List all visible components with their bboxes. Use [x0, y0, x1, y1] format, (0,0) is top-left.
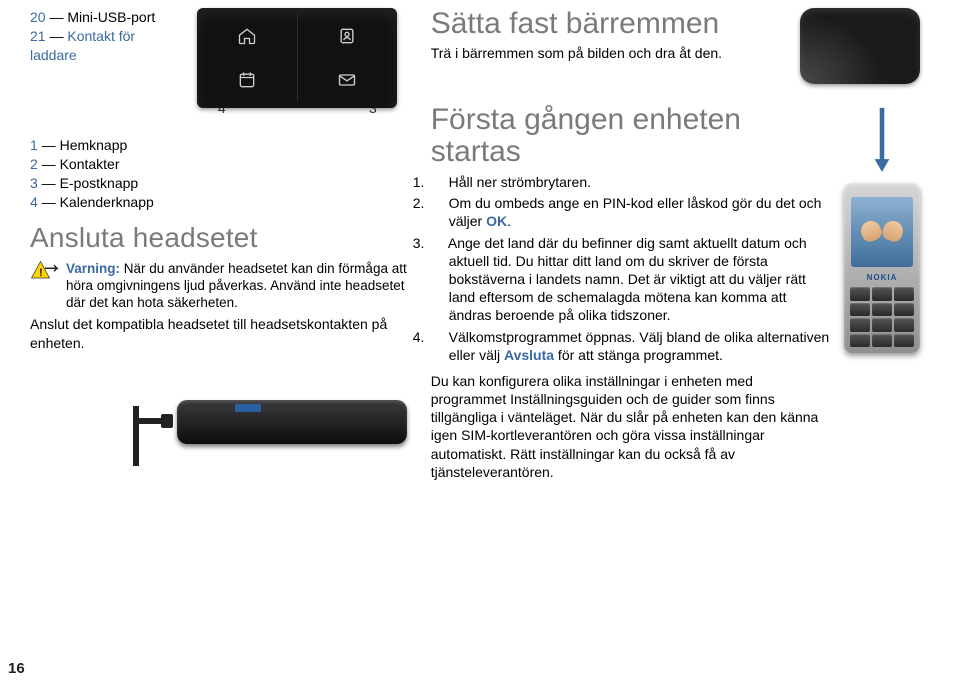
step-3: 3. Ange det land där du befinner dig sam…	[431, 234, 830, 325]
port-label-21: Kontakt för laddare	[30, 28, 135, 63]
device-corner-illustration	[800, 8, 920, 84]
config-paragraph: Du kan konfigurera olika inställningar i…	[431, 372, 830, 481]
key-label-3: E-postknapp	[60, 175, 139, 191]
step-2: 2. Om du ombeds ange en PIN-kod eller lå…	[431, 194, 830, 230]
home-icon	[233, 22, 261, 50]
key-num-3: 3	[30, 175, 38, 191]
contacts-icon	[333, 22, 361, 50]
page-number: 16	[8, 660, 25, 677]
nokia-brand: NOKIA	[844, 273, 920, 282]
right-column: Sätta fast bärremmen Trä i bärremmen som…	[431, 8, 920, 481]
avsluta-link: Avsluta	[504, 347, 554, 363]
start-heading: Första gången enheten startas	[431, 104, 830, 167]
calendar-icon	[233, 66, 261, 94]
keypad-illustration: 1 2 3 4	[188, 8, 407, 118]
ok-link: OK	[486, 213, 507, 229]
port-num-21: 21	[30, 28, 46, 44]
warning-label: Varning:	[66, 261, 120, 276]
step-1: 1. Håll ner strömbrytaren.	[431, 173, 830, 191]
key-list: 1 — Hemknapp 2 — Kontakter 3 — E-postkna…	[30, 136, 407, 212]
phone-side-illustration	[127, 378, 407, 468]
nokia-phone-illustration: NOKIA	[844, 183, 920, 353]
port-num-20: 20	[30, 9, 46, 25]
strap-text: Trä i bärremmen som på bilden och dra åt…	[431, 44, 788, 62]
left-column: 20 — Mini-USB-port 21 — Kontakt för ladd…	[30, 8, 407, 481]
mail-icon	[333, 66, 361, 94]
step-4: 4. Välkomstprogrammet öppnas. Välj bland…	[431, 328, 830, 364]
key-label-2: Kontakter	[60, 156, 120, 172]
steps-list: 1. Håll ner strömbrytaren. 2. Om du ombe…	[431, 173, 830, 364]
strap-heading: Sätta fast bärremmen	[431, 8, 788, 40]
key-num-1: 1	[30, 137, 38, 153]
warning-icon: !	[30, 260, 60, 282]
svg-text:!: !	[39, 266, 43, 278]
connect-text: Anslut det kompatibla headsetet till hea…	[30, 315, 407, 351]
handshake-icon	[861, 217, 903, 247]
down-arrow-icon	[862, 106, 902, 179]
key-num-4: 4	[30, 194, 38, 210]
headset-heading: Ansluta headsetet	[30, 222, 407, 254]
key-num-2: 2	[30, 156, 38, 172]
key-label-4: Kalenderknapp	[60, 194, 154, 210]
port-list: 20 — Mini-USB-port 21 — Kontakt för ladd…	[30, 8, 172, 114]
key-label-1: Hemknapp	[60, 137, 128, 153]
warning-block: ! Varning: När du använder headsetet kan…	[30, 260, 407, 312]
port-label-20: Mini-USB-port	[67, 9, 155, 25]
